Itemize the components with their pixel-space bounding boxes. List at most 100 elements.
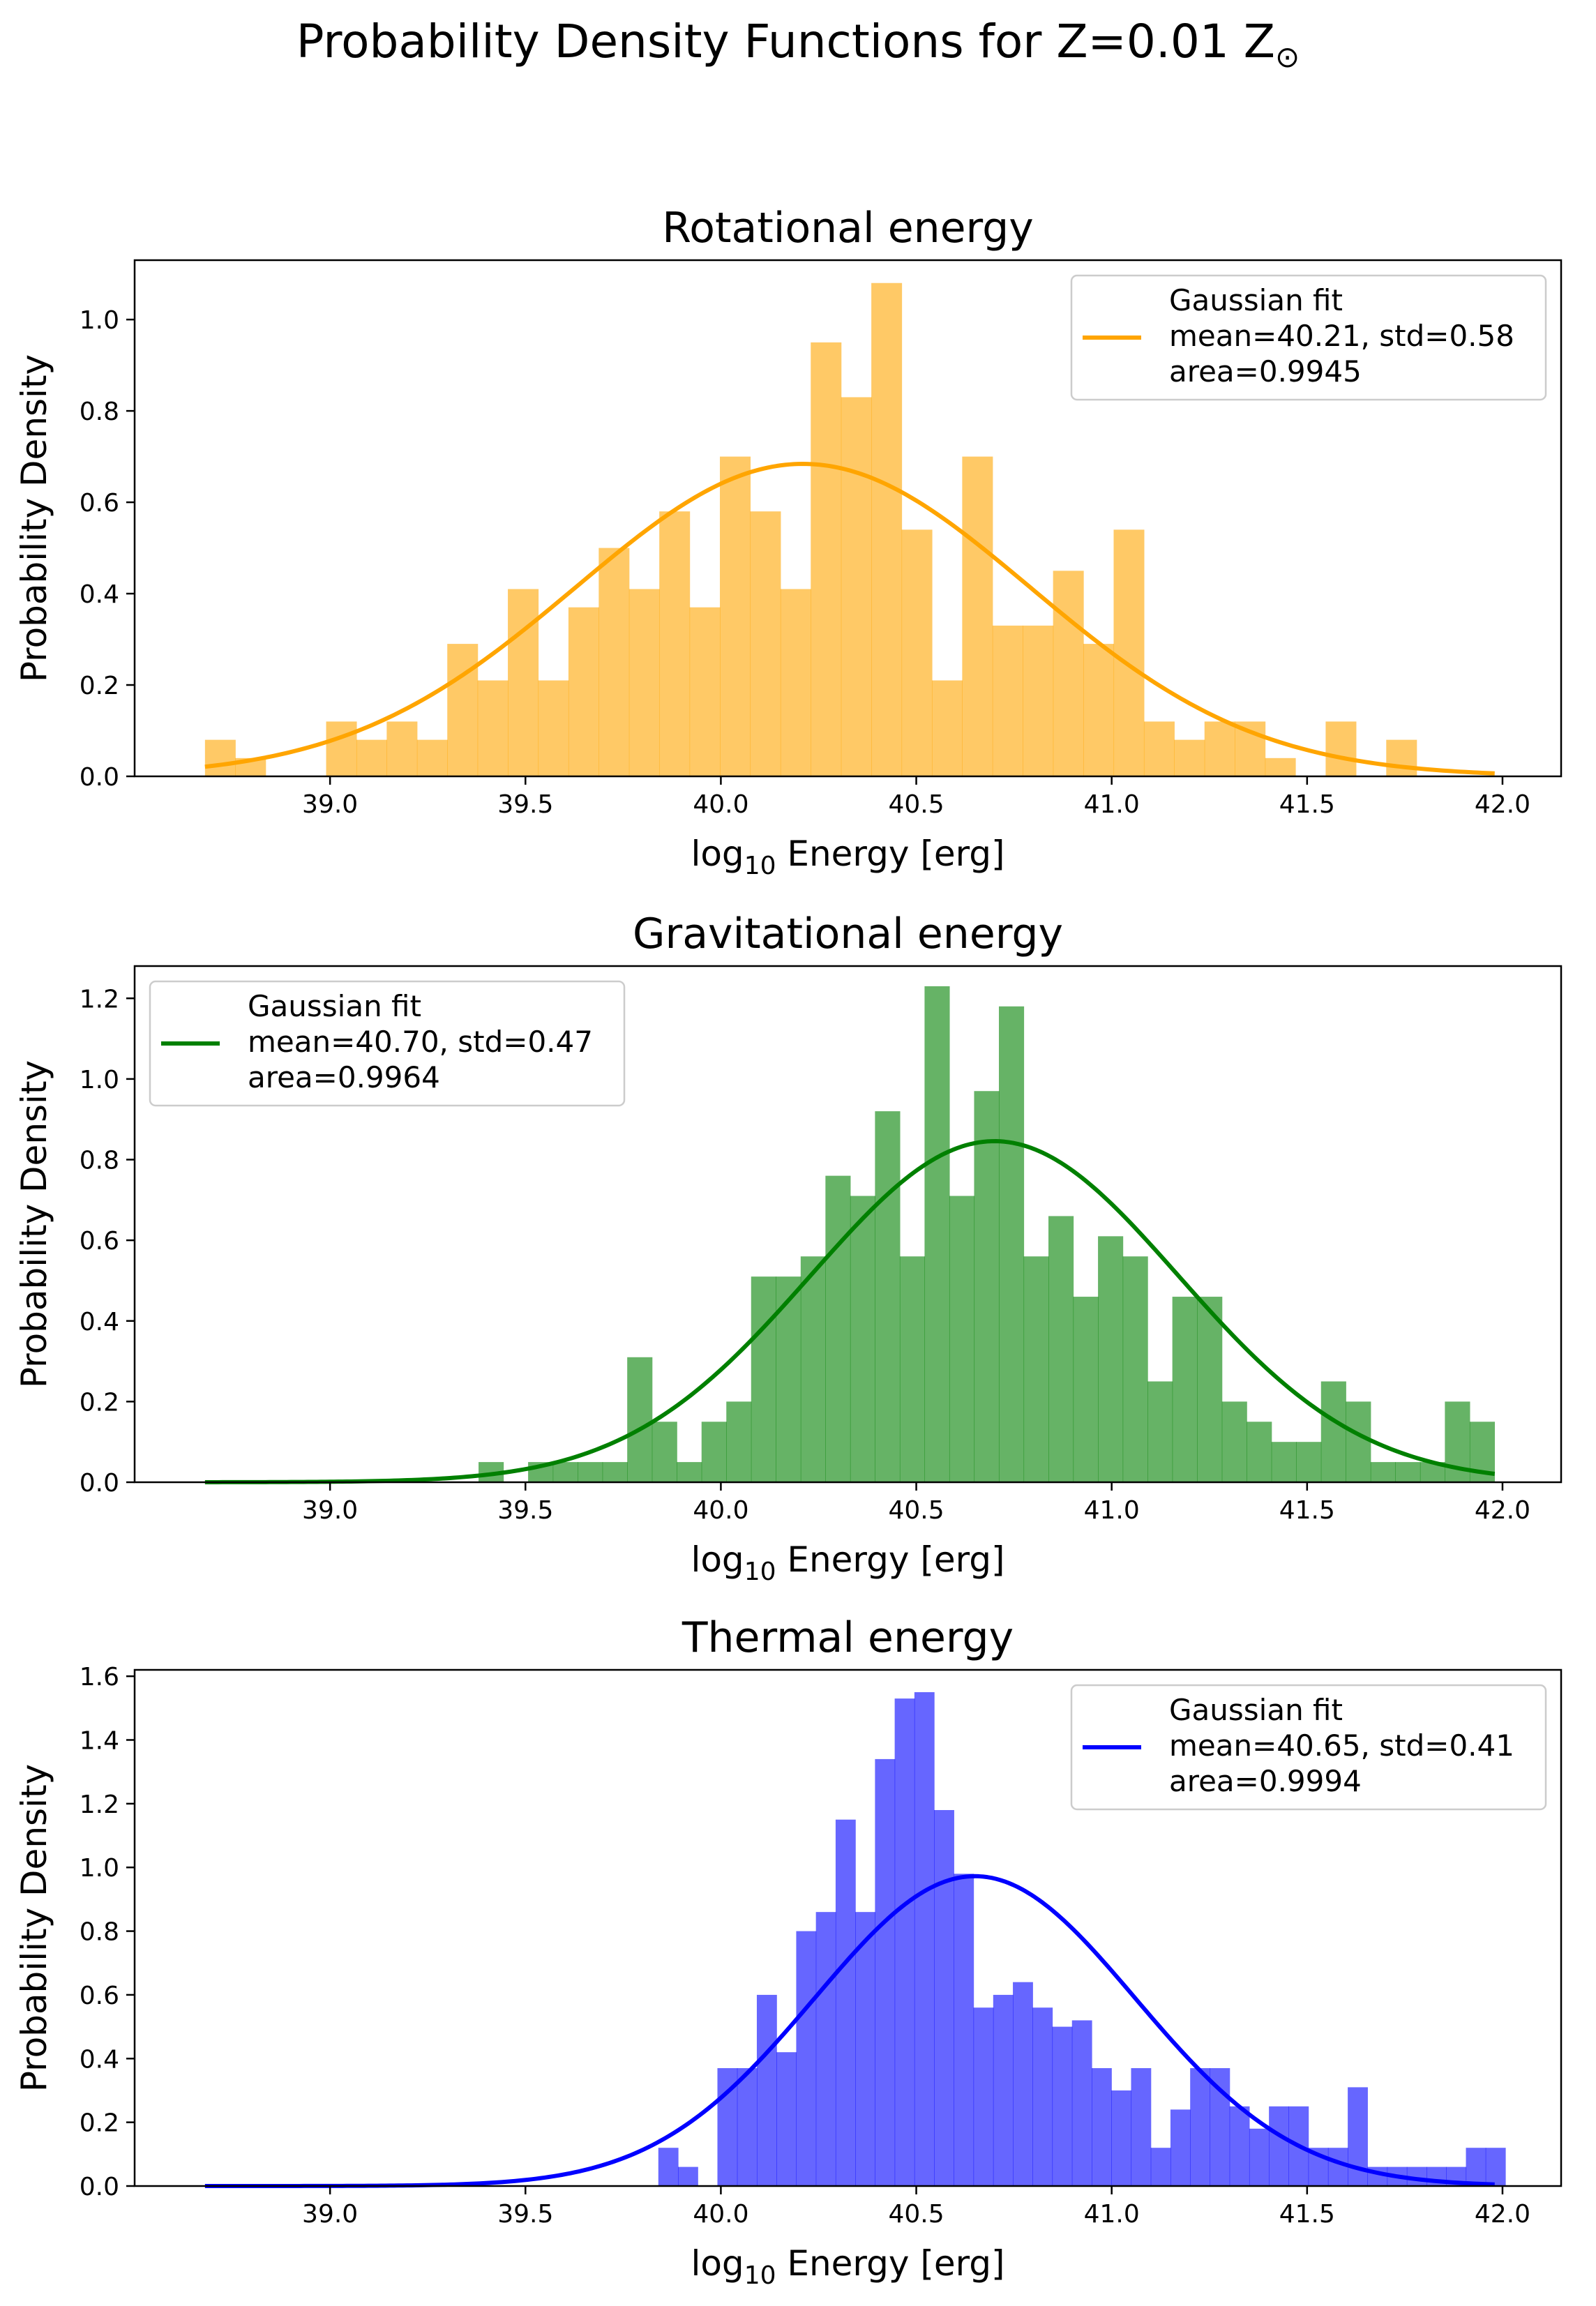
histogram-bar <box>508 589 539 776</box>
x-tick-label: 42.0 <box>1475 1496 1530 1525</box>
histogram-bar <box>841 397 872 776</box>
histogram-bar <box>552 1462 578 1482</box>
axes-frame <box>133 1668 1563 2187</box>
histogram-bar <box>1229 2106 1250 2186</box>
histogram-bar <box>1174 739 1205 776</box>
x-tick-label: 40.0 <box>693 2200 748 2229</box>
axes-frame <box>133 965 1563 1484</box>
histogram-bar <box>894 1698 915 2186</box>
y-tick-label: 0.0 <box>80 2173 119 2201</box>
histogram-bar <box>1269 2106 1289 2186</box>
histogram-bar <box>1197 1297 1223 1482</box>
histogram-bar <box>934 1809 954 2186</box>
histogram-bar <box>974 1091 1000 1482</box>
histogram-bar <box>326 721 357 776</box>
histogram-bar <box>1071 2020 1092 2186</box>
histogram-bar <box>875 1758 896 2186</box>
y-tick-label: 0.0 <box>80 763 119 792</box>
histogram-bar <box>204 739 236 776</box>
legend-entry-line: Gaussian fit <box>1169 1693 1343 1727</box>
histogram-bar <box>1370 1462 1396 1482</box>
y-tick-label: 1.2 <box>80 985 119 1013</box>
histogram-bar <box>1221 1401 1247 1483</box>
x-axis-label-log: log <box>691 1539 744 1580</box>
y-axis-label: Probability Density <box>14 1764 54 2092</box>
legend-box <box>1070 274 1547 401</box>
histogram-bar <box>628 589 660 776</box>
histogram-bar <box>720 456 751 776</box>
suptitle-text: Probability Density Functions for Z=0.01… <box>296 15 1275 68</box>
y-axis-label: Probability Density <box>14 1060 54 1388</box>
x-tick-label: 40.5 <box>888 1496 944 1525</box>
histogram-bar <box>835 1819 856 2186</box>
x-tick-label: 41.5 <box>1279 790 1335 819</box>
legend-entry-line: mean=40.65, std=0.41 <box>1169 1728 1514 1763</box>
histogram-bar <box>993 1994 1014 2186</box>
x-axis-label-log: log <box>691 2243 744 2284</box>
histogram-bar <box>1247 1422 1272 1482</box>
panel-title: Rotational energy <box>662 204 1034 253</box>
histogram-bar <box>1143 721 1175 776</box>
histogram-bar <box>1048 1216 1074 1482</box>
histogram-bar <box>678 2166 698 2186</box>
histogram-bar <box>998 1006 1025 1482</box>
y-tick-label: 0.2 <box>80 1388 119 1417</box>
histogram-bar <box>1466 2148 1486 2186</box>
x-tick-label: 42.0 <box>1475 2200 1530 2229</box>
histogram-bar <box>973 2007 994 2186</box>
x-axis-label-log: log <box>691 834 744 874</box>
histogram-bar <box>750 511 781 776</box>
histogram-bar <box>1320 1381 1346 1482</box>
histogram-bar <box>1170 2109 1191 2186</box>
x-tick-label: 39.0 <box>302 1496 358 1525</box>
y-tick-label: 1.0 <box>80 306 119 335</box>
x-tick-label: 42.0 <box>1475 790 1530 819</box>
legend-entry-line: mean=40.21, std=0.58 <box>1169 319 1514 353</box>
histogram-bar <box>1032 2007 1053 2186</box>
histogram-bar <box>1083 644 1115 776</box>
panel-title: Thermal energy <box>682 1613 1014 1662</box>
x-tick-label: 40.5 <box>888 790 944 819</box>
histogram-bar <box>1190 2067 1211 2186</box>
y-tick-label: 0.4 <box>80 580 119 609</box>
x-axis-label-subscript: 10 <box>744 852 776 880</box>
histogram-bar <box>924 986 950 1482</box>
y-tick-label: 1.0 <box>80 1854 119 1883</box>
x-tick-label: 41.5 <box>1279 1496 1335 1525</box>
gaussian-fit-line <box>204 462 1495 776</box>
histogram-bar <box>1023 625 1054 776</box>
x-tick-label: 40.0 <box>693 1496 748 1525</box>
x-tick-label: 39.5 <box>497 790 553 819</box>
histogram-bar <box>1013 1982 1033 2186</box>
y-tick-label: 1.0 <box>80 1066 119 1094</box>
histogram-bars <box>204 282 1417 776</box>
histogram-bar <box>386 721 418 776</box>
histogram-bar <box>1204 721 1235 776</box>
histogram-bar <box>954 1874 974 2186</box>
y-tick-label: 0.6 <box>80 1227 119 1256</box>
histogram-bar <box>659 511 691 776</box>
histogram-bar <box>677 1462 702 1482</box>
histogram-bar <box>901 529 933 776</box>
x-axis-label: log10 Energy [erg] <box>691 1539 1004 1586</box>
histogram-bar <box>962 456 993 776</box>
legend-box <box>149 980 626 1107</box>
histogram-bar <box>1111 2090 1132 2186</box>
histogram-bar <box>598 548 630 776</box>
histogram-bar <box>1023 1256 1049 1482</box>
histogram-bar <box>737 2067 758 2186</box>
histogram-bar <box>1098 1236 1124 1482</box>
histogram-bar <box>1147 1381 1173 1482</box>
x-tick-label: 41.5 <box>1279 2200 1335 2229</box>
histogram-bar <box>871 282 903 776</box>
histogram-bar <box>776 2052 797 2186</box>
histogram-bar <box>1485 2148 1506 2186</box>
sun-symbol-icon: ⊙ <box>1275 40 1300 74</box>
histogram-bar <box>815 1912 836 2186</box>
histogram-bar <box>701 1422 727 1482</box>
histogram-bar <box>447 644 479 776</box>
x-axis-label-subscript: 10 <box>744 2261 776 2290</box>
x-axis-label-rest: Energy [erg] <box>776 2243 1005 2284</box>
panels: Rotational energy 39.0 39.5 40.0 40.5 41.0 41.… <box>14 204 1563 2290</box>
